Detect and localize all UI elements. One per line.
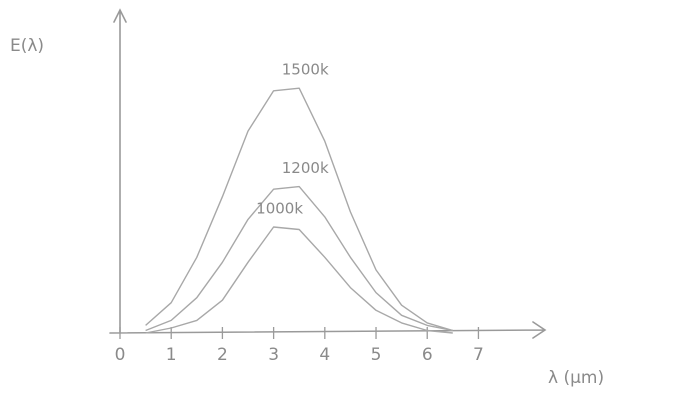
x-tick-label: 2 bbox=[217, 345, 228, 365]
x-tick-label: 1 bbox=[166, 345, 177, 365]
curve-label: 1200k bbox=[282, 159, 329, 177]
page: {"chart_data": {"type": "line", "ylabel"… bbox=[0, 0, 680, 404]
x-tick-label: 5 bbox=[371, 345, 382, 365]
x-tick-label: 7 bbox=[473, 345, 484, 365]
x-tick-label: 6 bbox=[422, 345, 433, 365]
x-tick-label: 4 bbox=[319, 345, 330, 365]
y-axis-label: E(λ) bbox=[10, 36, 44, 56]
chart: E(λ) λ (μm) 0 1 2 3 4 5 6 7 1500k 1200k 1000k bbox=[0, 0, 680, 404]
y-axis bbox=[114, 10, 126, 333]
curve-label: 1500k bbox=[282, 61, 329, 79]
x-tick-label: 0 bbox=[115, 345, 126, 365]
x-axis bbox=[110, 322, 545, 338]
curve-label: 1000k bbox=[256, 200, 303, 218]
x-axis-label: λ (μm) bbox=[548, 368, 604, 388]
x-tick-label: 3 bbox=[268, 345, 279, 365]
